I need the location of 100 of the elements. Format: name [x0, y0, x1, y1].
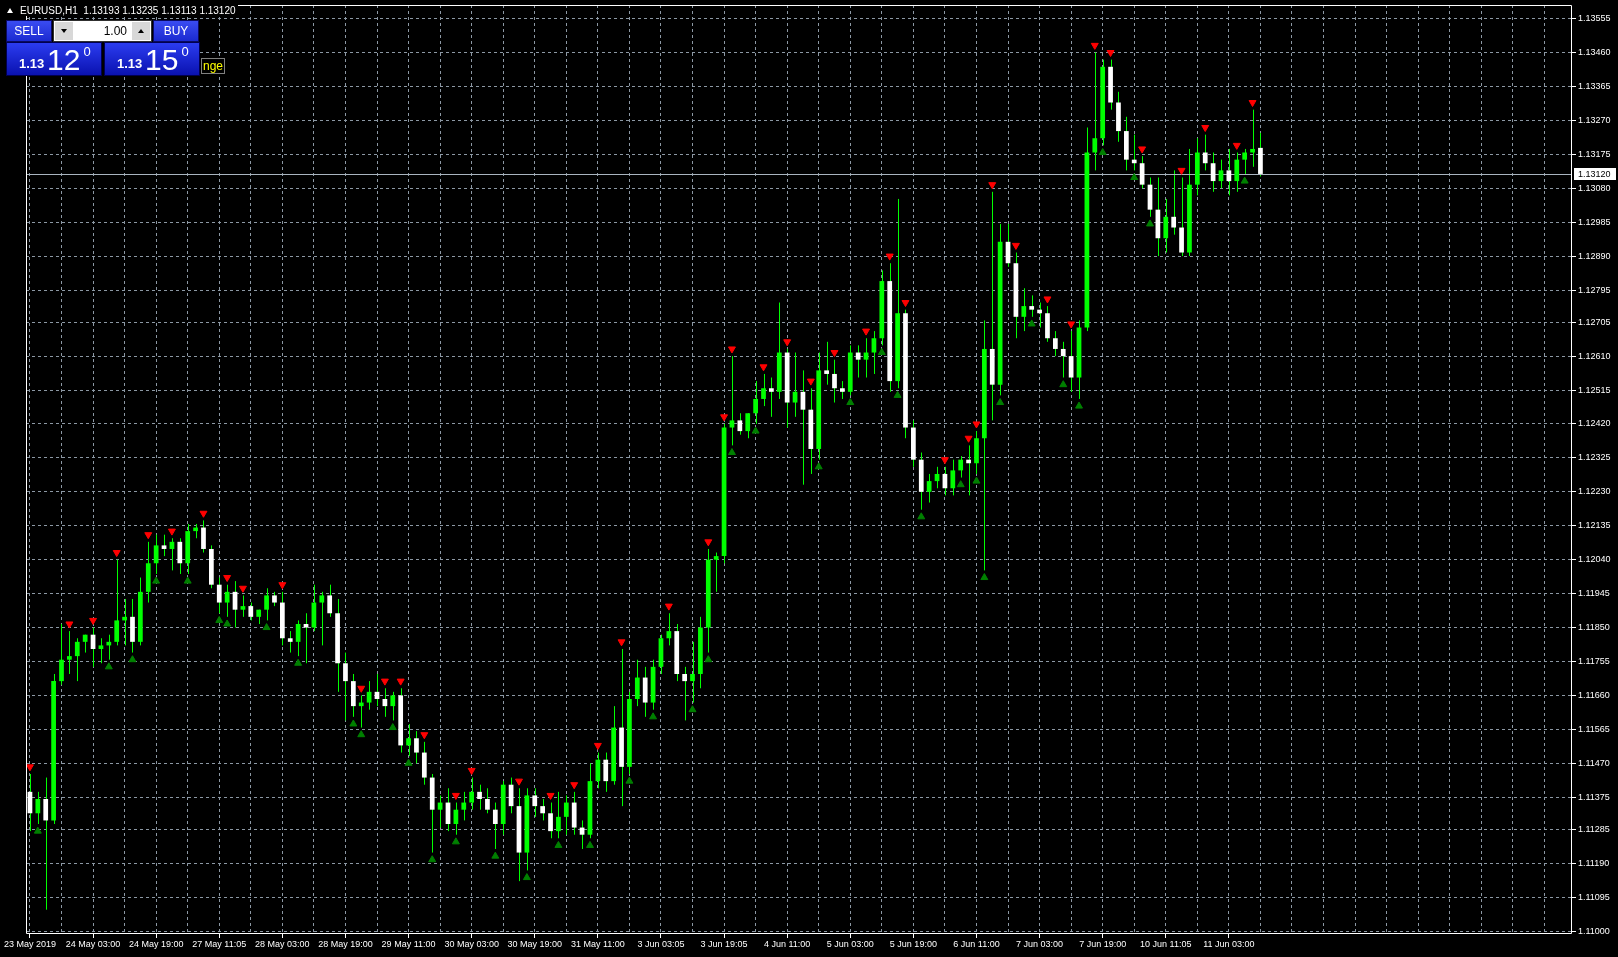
annotation: 12$^{0}$	[47, 43, 91, 76]
point	[152, 576, 161, 584]
annotation: SELL	[14, 24, 44, 38]
point	[759, 364, 768, 372]
y-tick-label: 1.11565	[1578, 723, 1610, 734]
x-tick-label: 3 Jun 03:05	[637, 938, 685, 949]
candlestick	[958, 455, 964, 479]
y-tick-label: 1.12705	[1578, 316, 1611, 327]
point	[972, 476, 981, 484]
point	[1027, 319, 1036, 327]
point	[1201, 125, 1210, 133]
point	[570, 782, 579, 790]
buy-button: BUY	[153, 20, 199, 42]
point	[664, 603, 673, 611]
point	[625, 776, 634, 784]
y-tick-label: 1.12515	[1578, 384, 1611, 395]
y-tick-label: 1.12325	[1578, 452, 1611, 463]
candlestick	[43, 777, 49, 911]
x-tick-label: 27 May 11:05	[192, 938, 247, 949]
point	[846, 398, 855, 406]
point	[1090, 42, 1099, 50]
y-tick-label: 1.11850	[1578, 622, 1610, 633]
candlestick	[319, 591, 325, 646]
candlestick	[1171, 169, 1177, 236]
candlestick	[1052, 330, 1058, 357]
point	[988, 182, 997, 190]
point	[380, 678, 389, 686]
point	[89, 617, 98, 625]
y-tick-label: 1.13460	[1578, 46, 1611, 57]
candlestick	[761, 373, 766, 407]
point	[1106, 50, 1115, 57]
candlestick	[287, 630, 293, 654]
candlestick	[713, 552, 719, 593]
point	[112, 550, 121, 558]
point	[1059, 380, 1068, 388]
point	[357, 730, 366, 738]
point	[199, 510, 208, 518]
y-tick-label: 1.11945	[1578, 588, 1610, 599]
candlestick	[603, 752, 609, 793]
x-tick-label: 28 May 03:00	[255, 938, 310, 949]
candlestick	[414, 730, 419, 764]
y-tick-label: 1.13365	[1578, 80, 1611, 91]
candlestick	[556, 791, 561, 839]
y-tick-label: 1.11190	[1578, 857, 1610, 868]
candlestick	[824, 341, 829, 386]
point	[1232, 142, 1241, 150]
candlestick	[666, 612, 672, 646]
candlestick	[201, 519, 206, 554]
point	[428, 855, 437, 863]
candlestick	[114, 559, 120, 646]
candlestick	[1202, 134, 1208, 171]
point	[1240, 176, 1249, 184]
candlestick	[477, 784, 482, 811]
point	[223, 575, 232, 583]
candlestick	[595, 752, 601, 789]
candlestick	[303, 612, 309, 664]
point	[25, 764, 34, 772]
candlestick	[406, 723, 411, 757]
point	[546, 792, 555, 800]
candlestick	[461, 791, 467, 821]
point	[940, 457, 949, 465]
point	[451, 837, 460, 845]
point	[862, 328, 871, 336]
candlestick	[1250, 109, 1255, 168]
candlestick	[469, 777, 475, 811]
point	[704, 655, 713, 663]
candlestick	[548, 802, 553, 839]
candlestick	[737, 412, 743, 436]
point	[1248, 100, 1257, 108]
candlestick	[832, 359, 837, 404]
y-tick-label: 1.13270	[1578, 114, 1611, 125]
candlestick	[1029, 294, 1035, 318]
candlestick	[67, 630, 72, 675]
point	[420, 732, 429, 740]
x-tick-label: 28 May 19:00	[318, 938, 373, 949]
point	[704, 539, 713, 547]
candlestick	[1092, 52, 1098, 171]
point	[917, 512, 926, 520]
x-tick-label: 30 May 03:00	[444, 938, 499, 949]
point	[1138, 146, 1147, 154]
candlestick	[855, 344, 861, 379]
point	[223, 619, 232, 627]
candlestick	[390, 691, 396, 721]
point	[104, 662, 113, 670]
point	[1146, 219, 1154, 227]
x-tick-label: 11 Jun 03:00	[1203, 938, 1255, 949]
candlestick	[35, 791, 41, 825]
point	[357, 685, 366, 693]
candlestick	[161, 534, 167, 557]
point	[396, 678, 405, 686]
candlestick	[1021, 287, 1027, 332]
candlestick	[950, 459, 956, 496]
point	[806, 378, 815, 386]
point	[720, 414, 729, 422]
candlestick	[98, 637, 104, 664]
candlestick	[563, 794, 569, 836]
point	[467, 767, 476, 775]
point	[404, 758, 413, 766]
point	[783, 339, 792, 347]
x-tick-label: 3 Jun 19:05	[700, 938, 748, 949]
